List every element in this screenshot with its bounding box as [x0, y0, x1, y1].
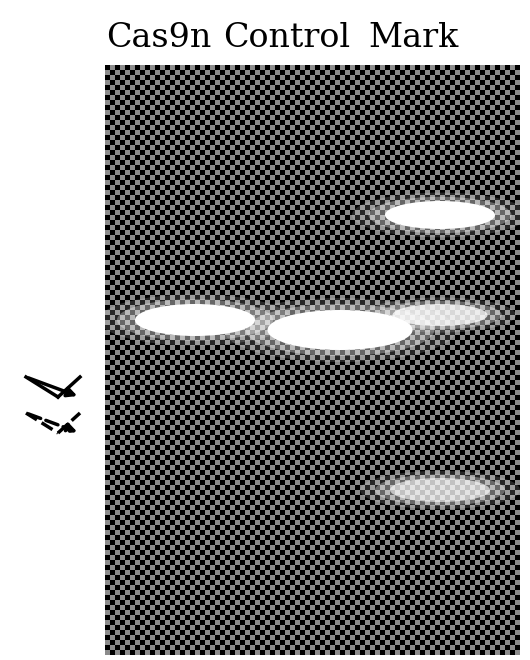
Ellipse shape [375, 475, 505, 506]
Ellipse shape [360, 471, 520, 510]
Ellipse shape [385, 201, 495, 229]
Text: Cas9n: Cas9n [107, 22, 211, 54]
Ellipse shape [117, 299, 273, 341]
Ellipse shape [393, 304, 488, 326]
Ellipse shape [99, 294, 291, 346]
Ellipse shape [352, 193, 528, 238]
Ellipse shape [390, 478, 490, 502]
Ellipse shape [378, 301, 502, 329]
Ellipse shape [246, 304, 434, 356]
Text: Control: Control [223, 22, 350, 54]
Ellipse shape [364, 298, 516, 333]
Ellipse shape [135, 304, 255, 336]
Ellipse shape [368, 197, 511, 233]
Ellipse shape [224, 298, 456, 362]
Text: Mark: Mark [368, 22, 458, 54]
Ellipse shape [268, 310, 412, 350]
